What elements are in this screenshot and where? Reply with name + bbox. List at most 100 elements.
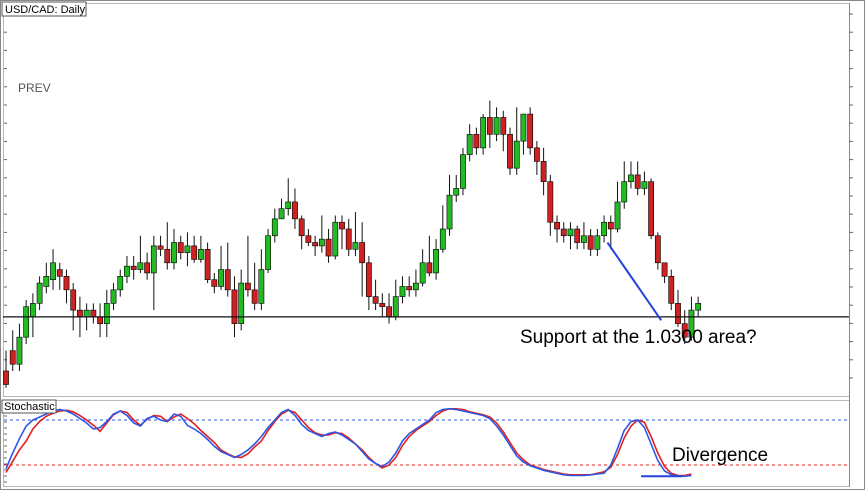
bearish-candle	[607, 221, 614, 230]
price-pane	[3, 100, 849, 388]
bullish-candle	[453, 188, 460, 196]
bearish-candle	[191, 245, 198, 260]
bullish-candle	[594, 235, 601, 250]
bullish-candle	[171, 242, 177, 264]
bearish-candle	[634, 174, 641, 189]
bearish-candle	[359, 242, 366, 264]
bearish-candle	[406, 286, 413, 291]
bullish-candle	[265, 235, 271, 270]
bearish-candle	[547, 181, 554, 223]
bullish-candle	[29, 303, 36, 318]
bearish-candle	[426, 262, 433, 274]
bullish-candle	[218, 269, 224, 287]
bullish-candle	[688, 309, 695, 338]
bullish-candle	[36, 282, 43, 304]
bearish-candle	[224, 269, 231, 291]
symbol-title-box	[1, 1, 87, 17]
stochastic-main-line	[5, 407, 692, 478]
bearish-candle	[668, 276, 675, 304]
bearish-candle	[56, 269, 63, 277]
bullish-candle	[137, 262, 144, 270]
bearish-candle	[675, 303, 681, 324]
bullish-candle	[419, 262, 426, 284]
bullish-candle	[124, 265, 130, 277]
bearish-candle	[312, 242, 319, 247]
bullish-candle	[197, 248, 204, 260]
bearish-candle	[500, 117, 507, 135]
bullish-candle	[628, 174, 634, 182]
bearish-candle	[648, 181, 655, 237]
bullish-candle	[184, 245, 191, 253]
indicator-title-box	[1, 399, 57, 414]
bearish-candle	[533, 147, 540, 162]
bearish-candle	[90, 309, 97, 318]
bearish-candle	[3, 370, 9, 385]
bearish-candle	[77, 309, 83, 318]
bearish-candle	[63, 276, 70, 291]
bullish-candle	[352, 242, 359, 250]
bearish-candle	[298, 218, 305, 237]
bullish-candle	[480, 117, 487, 149]
bearish-candle	[231, 289, 238, 324]
bullish-candle	[493, 117, 500, 135]
bearish-candle	[157, 245, 164, 250]
bearish-candle	[204, 248, 211, 280]
bullish-candle	[332, 221, 339, 257]
bullish-candle	[567, 228, 574, 237]
bearish-candle	[365, 262, 372, 297]
candles	[3, 100, 702, 388]
stochastic-pane-frame	[3, 400, 850, 487]
bullish-candle	[695, 303, 702, 311]
bearish-candle	[527, 113, 534, 149]
bullish-candle	[460, 154, 466, 189]
bullish-candle	[238, 282, 245, 324]
bearish-candle	[654, 235, 661, 264]
bearish-candle	[587, 235, 594, 250]
bearish-candle	[507, 134, 513, 169]
bullish-candle	[50, 262, 56, 280]
support-annotation: Support at the 1.0300 area?	[520, 327, 757, 348]
bearish-candle	[130, 265, 137, 270]
bearish-candle	[305, 235, 312, 243]
bullish-candle	[117, 276, 124, 291]
trend-line	[606, 241, 663, 321]
bullish-candle	[258, 269, 265, 304]
bullish-candle	[150, 245, 157, 274]
axis-ticks	[4, 13, 853, 483]
bullish-candle	[392, 296, 399, 318]
bullish-candle	[614, 201, 621, 230]
bearish-candle	[540, 161, 547, 182]
bearish-candle	[292, 201, 298, 220]
bullish-candle	[466, 134, 473, 155]
bearish-candle	[9, 350, 16, 365]
bullish-candle	[581, 235, 587, 243]
indicator-title: Stochastic	[4, 401, 55, 413]
bearish-candle	[251, 289, 258, 304]
bearish-candle	[379, 303, 386, 308]
bullish-candle	[43, 276, 50, 287]
bearish-candle	[554, 221, 560, 230]
bearish-candle	[386, 306, 392, 318]
bearish-candle	[97, 316, 103, 324]
bullish-candle	[641, 181, 648, 189]
bullish-candle	[439, 228, 446, 250]
bullish-candle	[621, 181, 628, 203]
bullish-candle	[601, 221, 607, 237]
bearish-candle	[560, 228, 567, 237]
bullish-candle	[83, 309, 90, 318]
bullish-candle	[399, 286, 406, 297]
bullish-candle	[16, 336, 23, 365]
bearish-candle	[372, 296, 379, 304]
symbol-title: USD/CAD: Daily	[5, 4, 86, 16]
bearish-candle	[473, 134, 480, 149]
bullish-candle	[23, 306, 30, 338]
bullish-candle	[318, 238, 325, 247]
bearish-candle	[339, 221, 345, 230]
bullish-candle	[433, 248, 439, 274]
bearish-candle	[177, 242, 184, 253]
bearish-candle	[681, 323, 688, 338]
bullish-candle	[103, 303, 110, 324]
prev-label: PREV	[18, 81, 51, 95]
bearish-candle	[70, 289, 77, 311]
